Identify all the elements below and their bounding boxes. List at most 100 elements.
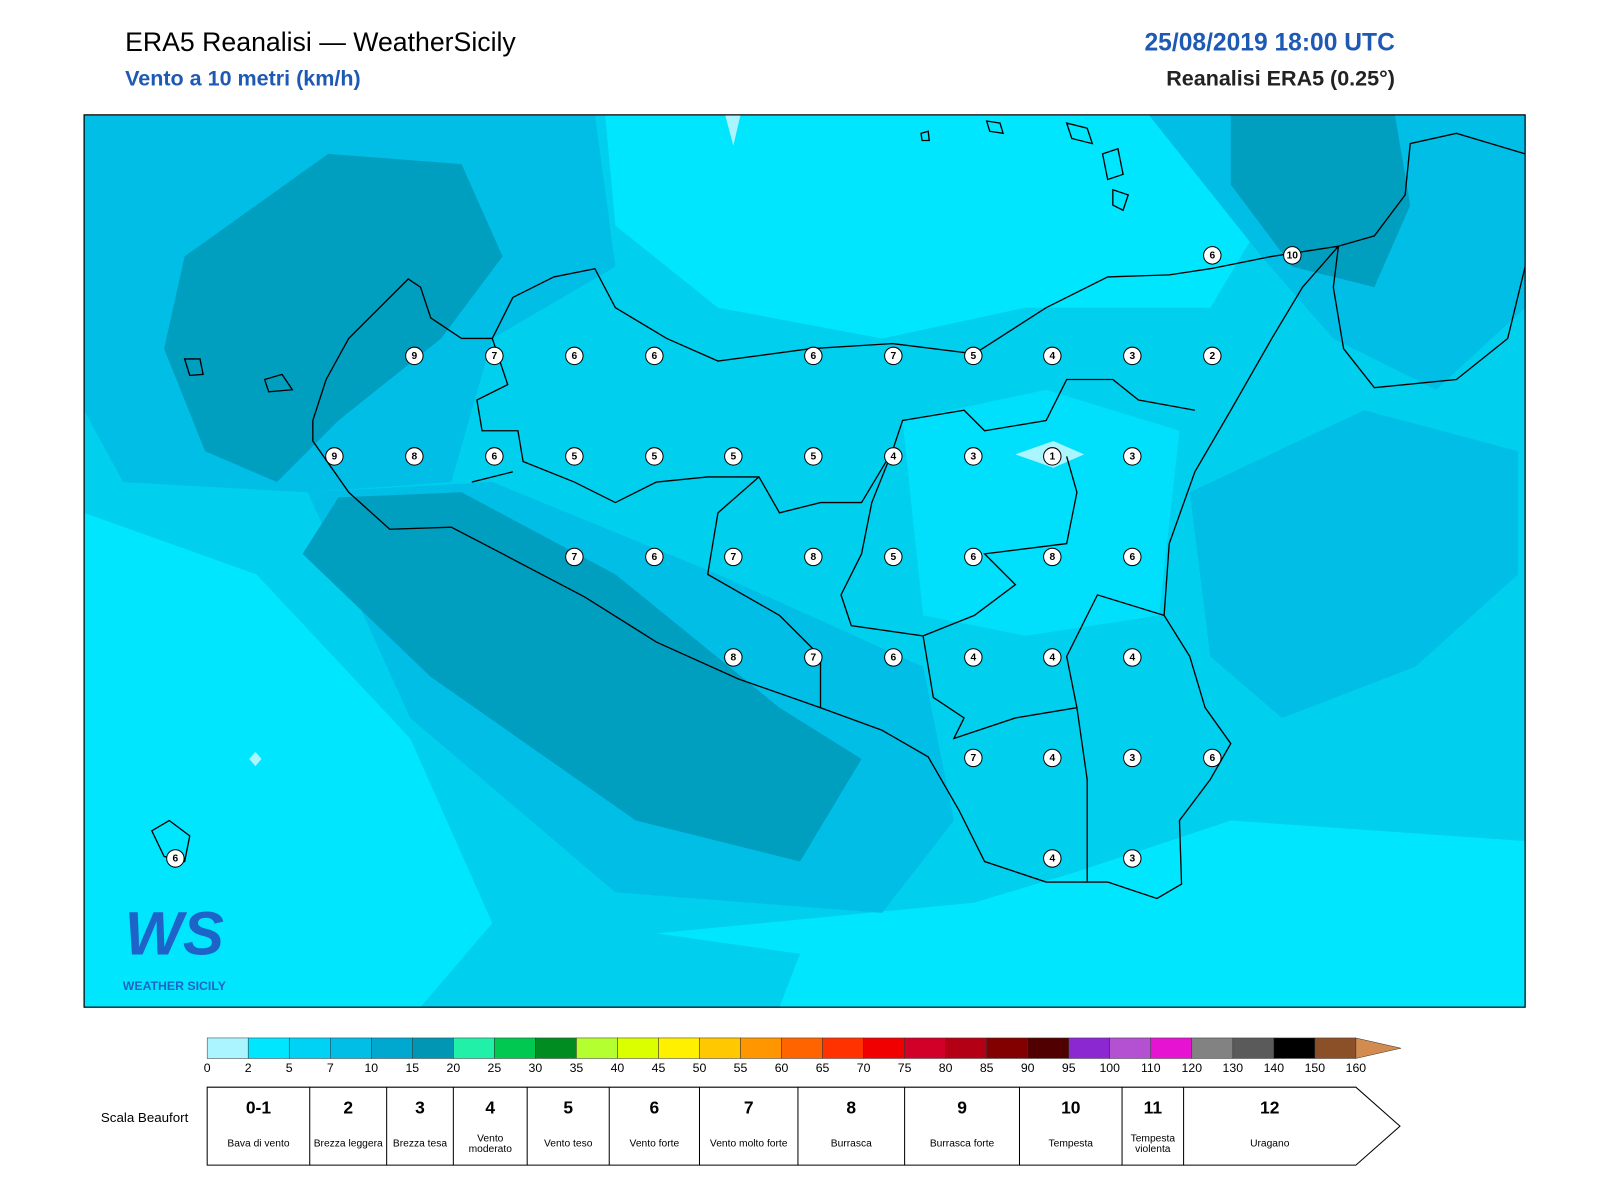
beaufort-name: Uragano	[1250, 1138, 1290, 1150]
station-marker	[964, 547, 983, 567]
station-value: 6	[810, 351, 816, 362]
logo-text: WEATHER SICILY	[123, 979, 226, 993]
station-value: 4	[1049, 351, 1055, 362]
beaufort-name: Vento teso	[543, 1138, 593, 1150]
title: ERA5 Reanalisi — WeatherSicily	[125, 27, 516, 57]
station-marker	[884, 346, 903, 366]
colorbar-segment	[576, 1037, 618, 1059]
province-border	[471, 338, 1195, 883]
subtitle: Vento a 10 metri (km/h)	[125, 67, 361, 91]
station-marker	[964, 648, 983, 667]
colorbar-segment	[781, 1037, 823, 1059]
station-value: 3	[970, 452, 976, 463]
station-marker	[405, 346, 424, 366]
station-value: 3	[1129, 854, 1135, 865]
beaufort-force: 8	[846, 1097, 856, 1117]
colorbar-tick-label: 90	[1021, 1061, 1035, 1075]
beaufort-name: Brezza tesa	[392, 1138, 448, 1150]
station-value: 3	[1129, 351, 1135, 362]
station-marker	[1123, 346, 1142, 366]
field	[725, 114, 741, 146]
colorbar-segment	[288, 1037, 331, 1059]
station-value: 5	[970, 351, 976, 362]
station-marker	[1043, 648, 1062, 667]
beaufort-force: 6	[650, 1097, 660, 1117]
beaufort-force: 12	[1260, 1097, 1279, 1117]
beaufort-name: Tempesta	[1048, 1138, 1093, 1150]
station-marker	[1123, 849, 1142, 868]
colorbar-segment	[494, 1037, 536, 1059]
coastline	[312, 245, 1341, 900]
beaufort-name-box: Burrasca forte	[930, 1139, 994, 1149]
beaufort-scale: 0-1 Bava di vento 2 Brezza leggera 3 Brezza t…	[206, 1086, 1401, 1166]
colorbar-segment	[1027, 1037, 1069, 1059]
station-value: 6	[1209, 753, 1215, 764]
station-value: 7	[890, 351, 896, 362]
colorbar-tick-label: 100	[1099, 1061, 1120, 1075]
colorbar-segment	[740, 1037, 782, 1059]
station-value: 5	[810, 452, 816, 463]
colorbar-tick-label: 60	[775, 1061, 789, 1075]
station-marker	[724, 547, 743, 567]
station-marker	[884, 547, 903, 567]
colorbar-tick-label: 160	[1346, 1061, 1367, 1075]
station-value: 1	[1049, 452, 1055, 463]
colorbar-tick-label: 45	[652, 1061, 666, 1075]
station-marker	[485, 346, 504, 366]
station-value: 6	[572, 351, 578, 362]
beaufort-name-box: Bava di vento	[227, 1139, 289, 1149]
island	[150, 120, 1130, 863]
station-marker	[1043, 346, 1062, 366]
station-value: 7	[810, 653, 816, 664]
beaufort-force: 10	[1061, 1097, 1080, 1117]
station-value: 5	[730, 452, 736, 463]
colorbar-segment	[986, 1037, 1028, 1059]
beaufort-force: 9	[957, 1097, 967, 1117]
colorbar-tick-label: 85	[980, 1061, 994, 1075]
beaufort-name-box: Brezza tesa	[392, 1138, 448, 1150]
colorbar-segment	[1109, 1037, 1152, 1059]
colorbar-segment	[453, 1037, 495, 1059]
station-marker	[645, 447, 664, 466]
colorbar-tick-label: 30	[529, 1061, 543, 1075]
colorbar-tick-label: 5	[286, 1061, 293, 1075]
beaufort-name: Brezza leggera	[313, 1138, 383, 1150]
beaufort-name-box: Vento forte	[629, 1138, 680, 1150]
beaufort-force: 2	[343, 1097, 353, 1117]
station-value: 6	[492, 452, 498, 463]
colorbar: 0 2 5 7 10 15 20 25 30 35 40 45 50 55 60 65 70 75 80 85 90 95…	[204, 1037, 1402, 1075]
colorbar-tick-label: 0	[204, 1061, 211, 1075]
colorbar-tick-label: 35	[570, 1061, 584, 1075]
station-value: 4	[1129, 653, 1135, 664]
beaufort-name: Burrasca	[830, 1138, 872, 1150]
field	[164, 153, 503, 483]
station-value: 4	[1049, 653, 1055, 664]
station-marker	[565, 547, 584, 567]
beaufort-name: Vento forte	[629, 1138, 680, 1150]
colorbar-tick-label: 120	[1182, 1061, 1203, 1075]
date: 25/08/2019 18:00 UTC	[1144, 30, 1395, 57]
beaufort-label: Scala Beaufort	[101, 1109, 189, 1124]
station-value: 2	[1209, 351, 1215, 362]
station-marker	[1123, 748, 1142, 768]
station-value: 7	[730, 552, 736, 563]
station-value: 7	[492, 351, 498, 362]
colorbar-segment	[699, 1037, 741, 1059]
field	[1189, 410, 1518, 718]
beaufort-outline	[206, 1086, 1401, 1166]
map	[84, 114, 1526, 1008]
station-marker	[724, 447, 743, 466]
station-value: 7	[970, 753, 976, 764]
station-marker	[804, 648, 823, 667]
beaufort-name: Vento moderato	[468, 1133, 512, 1155]
beaufort-force: 5	[563, 1097, 573, 1117]
colorbar-tick-label: 65	[816, 1061, 830, 1075]
colorbar-tick-label: 95	[1062, 1061, 1076, 1075]
beaufort-name-box: Brezza leggera	[313, 1138, 383, 1150]
colorbar-tick-label: 140	[1264, 1061, 1285, 1075]
station-marker	[804, 447, 823, 466]
map-frame	[83, 114, 1526, 1008]
station-value: 8	[810, 552, 816, 563]
beaufort-label-text: Scala Beaufort	[101, 1109, 189, 1124]
